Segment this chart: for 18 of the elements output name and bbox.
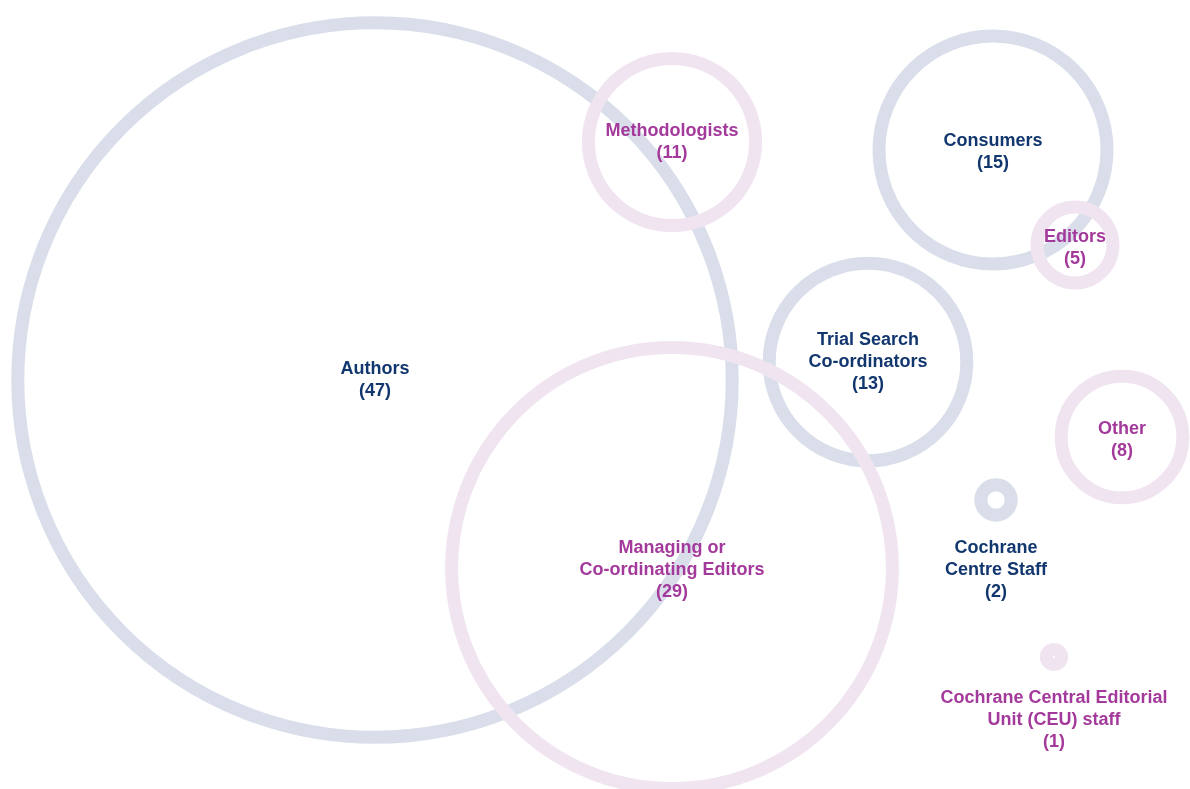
category-label: Trial Search Co-ordinators: [808, 328, 928, 371]
data-label: (2): [985, 580, 1007, 601]
data-label: (8): [1111, 439, 1133, 460]
data-label: (1): [1043, 730, 1065, 751]
category-label: Methodologists: [605, 119, 739, 140]
category-label: Cochrane Centre Staff: [944, 536, 1049, 579]
data-label: (5): [1064, 247, 1086, 268]
category-label: Cochrane Central Editorial Unit (CEU) staff: [940, 686, 1168, 729]
data-label: (13): [851, 372, 885, 393]
category-label: Editors: [1043, 225, 1107, 246]
category-label: Other: [1097, 417, 1147, 438]
category-label: Consumers: [943, 129, 1043, 150]
category-label: Authors: [340, 357, 410, 378]
data-label: (11): [656, 141, 688, 162]
category-label: Managing or Co-ordinating Editors: [579, 536, 765, 579]
data-label: (47): [358, 379, 392, 400]
data-label: (29): [655, 580, 689, 601]
data-label: (15): [976, 151, 1010, 172]
